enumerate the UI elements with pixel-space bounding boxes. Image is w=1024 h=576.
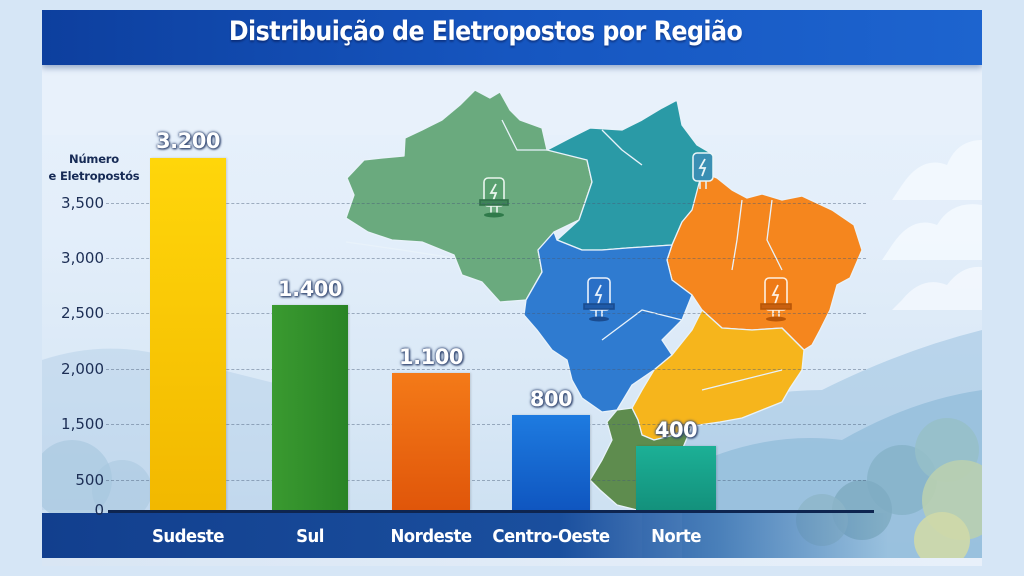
gridline-1500	[106, 424, 866, 425]
y-tick-500: 500	[75, 471, 104, 489]
bar-centro-oeste	[512, 415, 590, 510]
bar-sul	[272, 305, 348, 510]
x-label-norte: Norte	[651, 526, 701, 547]
bar-value-norte: 400	[654, 418, 698, 442]
chart-card: Distribuição de Eletropostos por Região …	[42, 10, 982, 566]
y-tick-2000: 2,000	[61, 360, 104, 378]
bar-sudeste	[150, 158, 226, 510]
y-axis-label: Número e Eletropostós	[44, 151, 144, 185]
x-label-sudeste: Sudeste	[152, 526, 224, 547]
gridline-2500	[106, 313, 866, 314]
y-tick-3500: 3,500	[61, 194, 104, 212]
bar-norte	[636, 446, 716, 510]
bar-value-sudeste: 3.200	[156, 129, 220, 153]
map-region-centro-oeste	[523, 231, 693, 413]
ev-charger-centro-oeste-icon	[583, 277, 615, 322]
bar-value-nordeste: 1.100	[399, 345, 463, 369]
bar-nordeste	[392, 373, 470, 510]
x-label-nordeste: Nordeste	[390, 526, 472, 547]
chart-title: Distribuição de Eletropostos por Região	[228, 16, 743, 47]
gridline-3000	[106, 258, 866, 259]
bar-value-sul: 1.400	[278, 277, 342, 301]
gridline-3500	[106, 203, 866, 204]
brazil-region-map	[345, 89, 863, 511]
bar-value-centro-oeste: 800	[529, 387, 573, 411]
y-axis-label-line1: Número	[69, 152, 119, 166]
x-axis-line	[108, 510, 874, 513]
x-axis-band	[42, 513, 982, 563]
y-tick-0: 0	[94, 501, 104, 519]
bottom-strip	[42, 558, 982, 566]
ev-charger-nordeste-icon	[760, 277, 792, 322]
ev-charger-norte-east-icon	[692, 152, 714, 189]
gridline-2000	[106, 369, 866, 370]
map-region-norte-west	[345, 89, 593, 303]
chart-header: Distribuição de Eletropostos por Região	[42, 10, 982, 65]
y-tick-1500: 1,500	[61, 415, 104, 433]
ev-charger-norte-west-icon	[479, 177, 509, 218]
x-label-sul: Sul	[296, 526, 324, 547]
y-axis-label-line2: e Eletropostós	[48, 169, 140, 183]
x-label-centro-oeste: Centro-Oeste	[492, 526, 610, 547]
y-tick-2500: 2,500	[61, 304, 104, 322]
y-tick-3000: 3,000	[61, 249, 104, 267]
gridline-500	[106, 480, 866, 481]
